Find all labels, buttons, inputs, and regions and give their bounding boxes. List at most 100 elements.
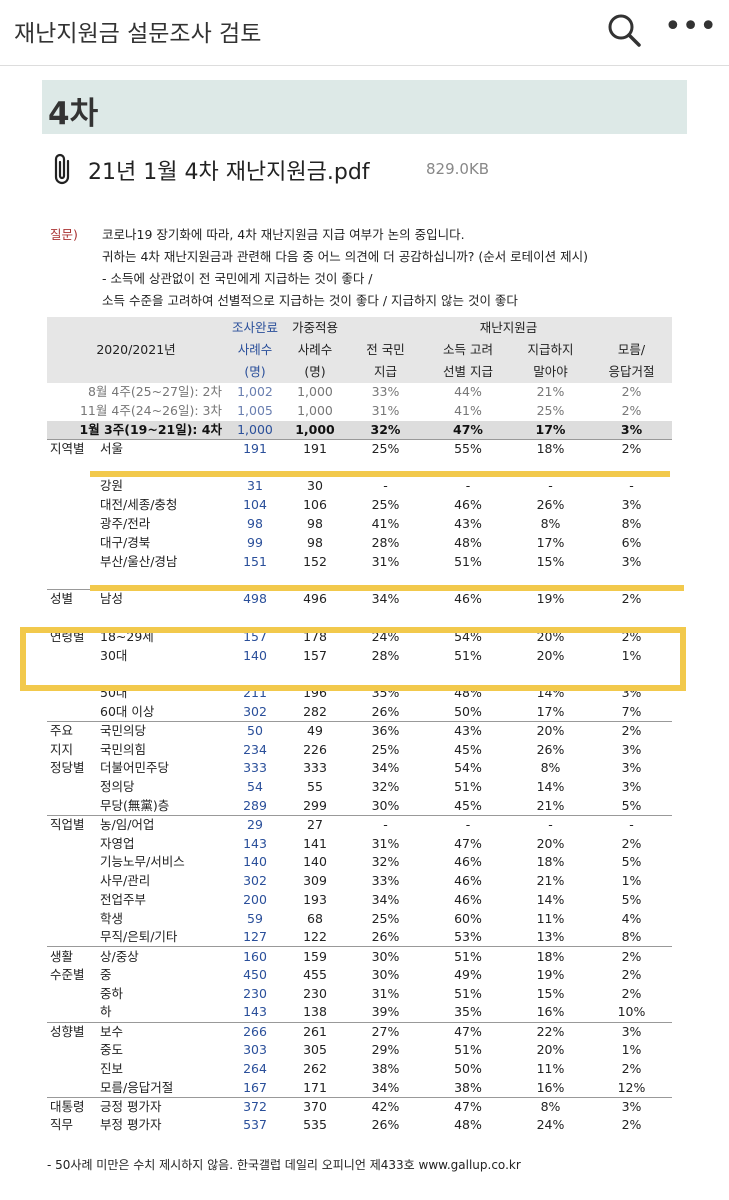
table-cell-n1: 498: [225, 589, 285, 609]
table-cell-p2: 46%: [454, 873, 482, 889]
table-cell-sub: 모름/응답거절: [100, 1079, 174, 1095]
table-cell-p4: 2%: [621, 403, 642, 419]
table-cell-p1: 36%: [345, 720, 426, 741]
table-cell-n1: 143: [243, 1004, 267, 1020]
table-cell-n2: 455: [303, 967, 327, 983]
table-cell-n2: 496: [285, 589, 345, 609]
table-row: 30대 140 157 28% 51% 20% 1%: [47, 646, 672, 665]
table-cell-p4: 2%: [621, 835, 642, 851]
table-row: 강원 31 30 - - - -: [47, 477, 672, 496]
table-cell-p3: 11%: [536, 910, 565, 926]
table-cell-n2: 535: [303, 1117, 327, 1133]
table-row: 성향별 보수 266 261 27% 47% 22% 3%: [47, 1021, 673, 1041]
table-cell-p1: 27%: [345, 1021, 426, 1041]
table-cell-p2: -: [465, 478, 471, 494]
table-cell-n2: 262: [303, 1061, 327, 1077]
search-icon[interactable]: [604, 10, 644, 50]
table-cell-n2: 30: [307, 478, 323, 494]
table-cell-n1: 29: [225, 814, 285, 835]
table-cell-p4: 2%: [621, 384, 642, 400]
table-row: 하 143 138 39% 35% 16% 10%: [47, 1003, 672, 1022]
header-col1-a: 전 국민: [345, 339, 426, 361]
more-icon[interactable]: •••: [664, 9, 718, 44]
table-cell-n1: 333: [243, 760, 267, 776]
table-cell-p4: 5%: [621, 891, 642, 907]
table-cell-p2: 51%: [454, 1042, 482, 1058]
table-cell-n1: 264: [243, 1061, 267, 1077]
table-cell-grp: [47, 909, 97, 928]
table-cell-grp: [47, 985, 97, 1004]
table-cell-p2: 51%: [454, 553, 482, 569]
table-cell-sub: 부산/울산/경남: [100, 553, 178, 569]
table-cell-p1: 31%: [371, 553, 400, 569]
table-cell-p4: 3%: [621, 553, 642, 569]
table-cell-sub: 무직/은퇴/기타: [100, 929, 178, 945]
table-cell-p1: 32%: [371, 779, 400, 795]
table-cell-p3: 24%: [536, 1117, 565, 1133]
table-cell-n1: 200: [243, 891, 267, 907]
table-cell-n1: 151: [243, 553, 267, 569]
header-period: 2020/2021년: [47, 317, 225, 383]
table-cell-p2: 43%: [454, 515, 482, 531]
table-cell-p1: -: [383, 478, 388, 494]
table-row: 사무/관리 302 309 33% 46% 21% 1%: [47, 872, 672, 891]
table-cell-n1: 1,000: [225, 420, 285, 440]
table-cell-p3: 17%: [536, 703, 565, 719]
table-cell-p1: 38%: [371, 1061, 400, 1077]
table-cell-sub: 대전/세종/충청: [100, 497, 178, 513]
table-cell-p4: 2%: [621, 1117, 642, 1133]
table-cell-grp: [47, 703, 97, 722]
table-cell-sub: 사무/관리: [100, 873, 151, 889]
table-cell-n2: 178: [285, 626, 345, 647]
table-row: [47, 609, 672, 628]
table-cell-n1: 537: [243, 1117, 267, 1133]
table-cell-p1: 26%: [371, 1117, 400, 1133]
table-cell-grp: 연령별: [47, 626, 97, 647]
table-cell-sub: 하: [100, 1004, 112, 1020]
table-cell-p1: 28%: [371, 534, 400, 550]
attachment-filename[interactable]: 21년 1월 4차 재난지원금.pdf: [88, 160, 370, 185]
table-cell-sub: 1월 3주(19~21일): 4차: [47, 420, 225, 440]
table-row: 지지 국민의힘 234 226 25% 45% 26% 3%: [47, 740, 672, 759]
table-cell-p3: 26%: [536, 741, 565, 757]
table-cell-p3: 13%: [536, 929, 565, 945]
table-cell-n1: 167: [243, 1079, 267, 1095]
table-cell-p1: 25%: [371, 497, 400, 513]
attachment-link[interactable]: 21년 1월 4차 재난지원금.pdf 829.0KB: [44, 148, 684, 188]
table-cell-sub: 자영업: [100, 835, 135, 851]
header-col3-a: 지급하지: [510, 339, 591, 361]
table-cell-p4: 2%: [591, 438, 673, 459]
table-cell-p1: 33%: [371, 384, 400, 400]
table-cell-sub: 대구/경북: [100, 534, 151, 550]
table-cell-p2: 47%: [426, 1021, 510, 1041]
table-cell-p2: 45%: [454, 741, 482, 757]
table-cell-p4: -: [629, 478, 634, 494]
table-cell-p3: 21%: [536, 873, 565, 889]
table-cell-n2: 196: [303, 685, 327, 701]
table-cell-n1: 31: [247, 478, 263, 494]
table-cell-n2: 282: [303, 703, 327, 719]
table-row: 8월 4주(25~27일): 2차 1,002 1,000 33% 44% 21% 2%: [47, 383, 672, 402]
table-cell-n2: 299: [303, 797, 327, 813]
table-cell-p2: 50%: [454, 703, 482, 719]
table-cell-n2: 98: [307, 534, 323, 550]
table-row: 대통령 긍정 평가자 372 370 42% 47% 8% 3%: [47, 1096, 673, 1117]
table-cell-n2: 333: [303, 760, 327, 776]
table-cell-p3: [510, 665, 591, 684]
table-cell-p1: 35%: [371, 685, 400, 701]
table-cell-p2: 60%: [454, 910, 482, 926]
table-cell-grp: [47, 609, 97, 628]
table-cell-sub: 부정 평가자: [100, 1117, 162, 1133]
table-cell-grp: 주요: [47, 720, 97, 741]
question-line: 코로나19 장기화에 따라, 4차 재난지원금 지급 여부가 논의 중입니다.: [102, 227, 465, 242]
header-col4-a: 모름/: [591, 339, 673, 361]
table-cell-grp: [47, 496, 97, 515]
table-cell-p2: 54%: [454, 760, 482, 776]
table-cell-sub: 국민의당: [97, 720, 225, 741]
table-cell-n1: 230: [243, 985, 267, 1001]
table-cell-n1: 289: [243, 797, 267, 813]
table-cell-p3: 20%: [536, 647, 565, 663]
table-row: 60대 이상 302 282 26% 50% 17% 7%: [47, 703, 672, 722]
table-cell-p3: 18%: [510, 438, 591, 459]
table-cell-p4: [591, 665, 672, 684]
